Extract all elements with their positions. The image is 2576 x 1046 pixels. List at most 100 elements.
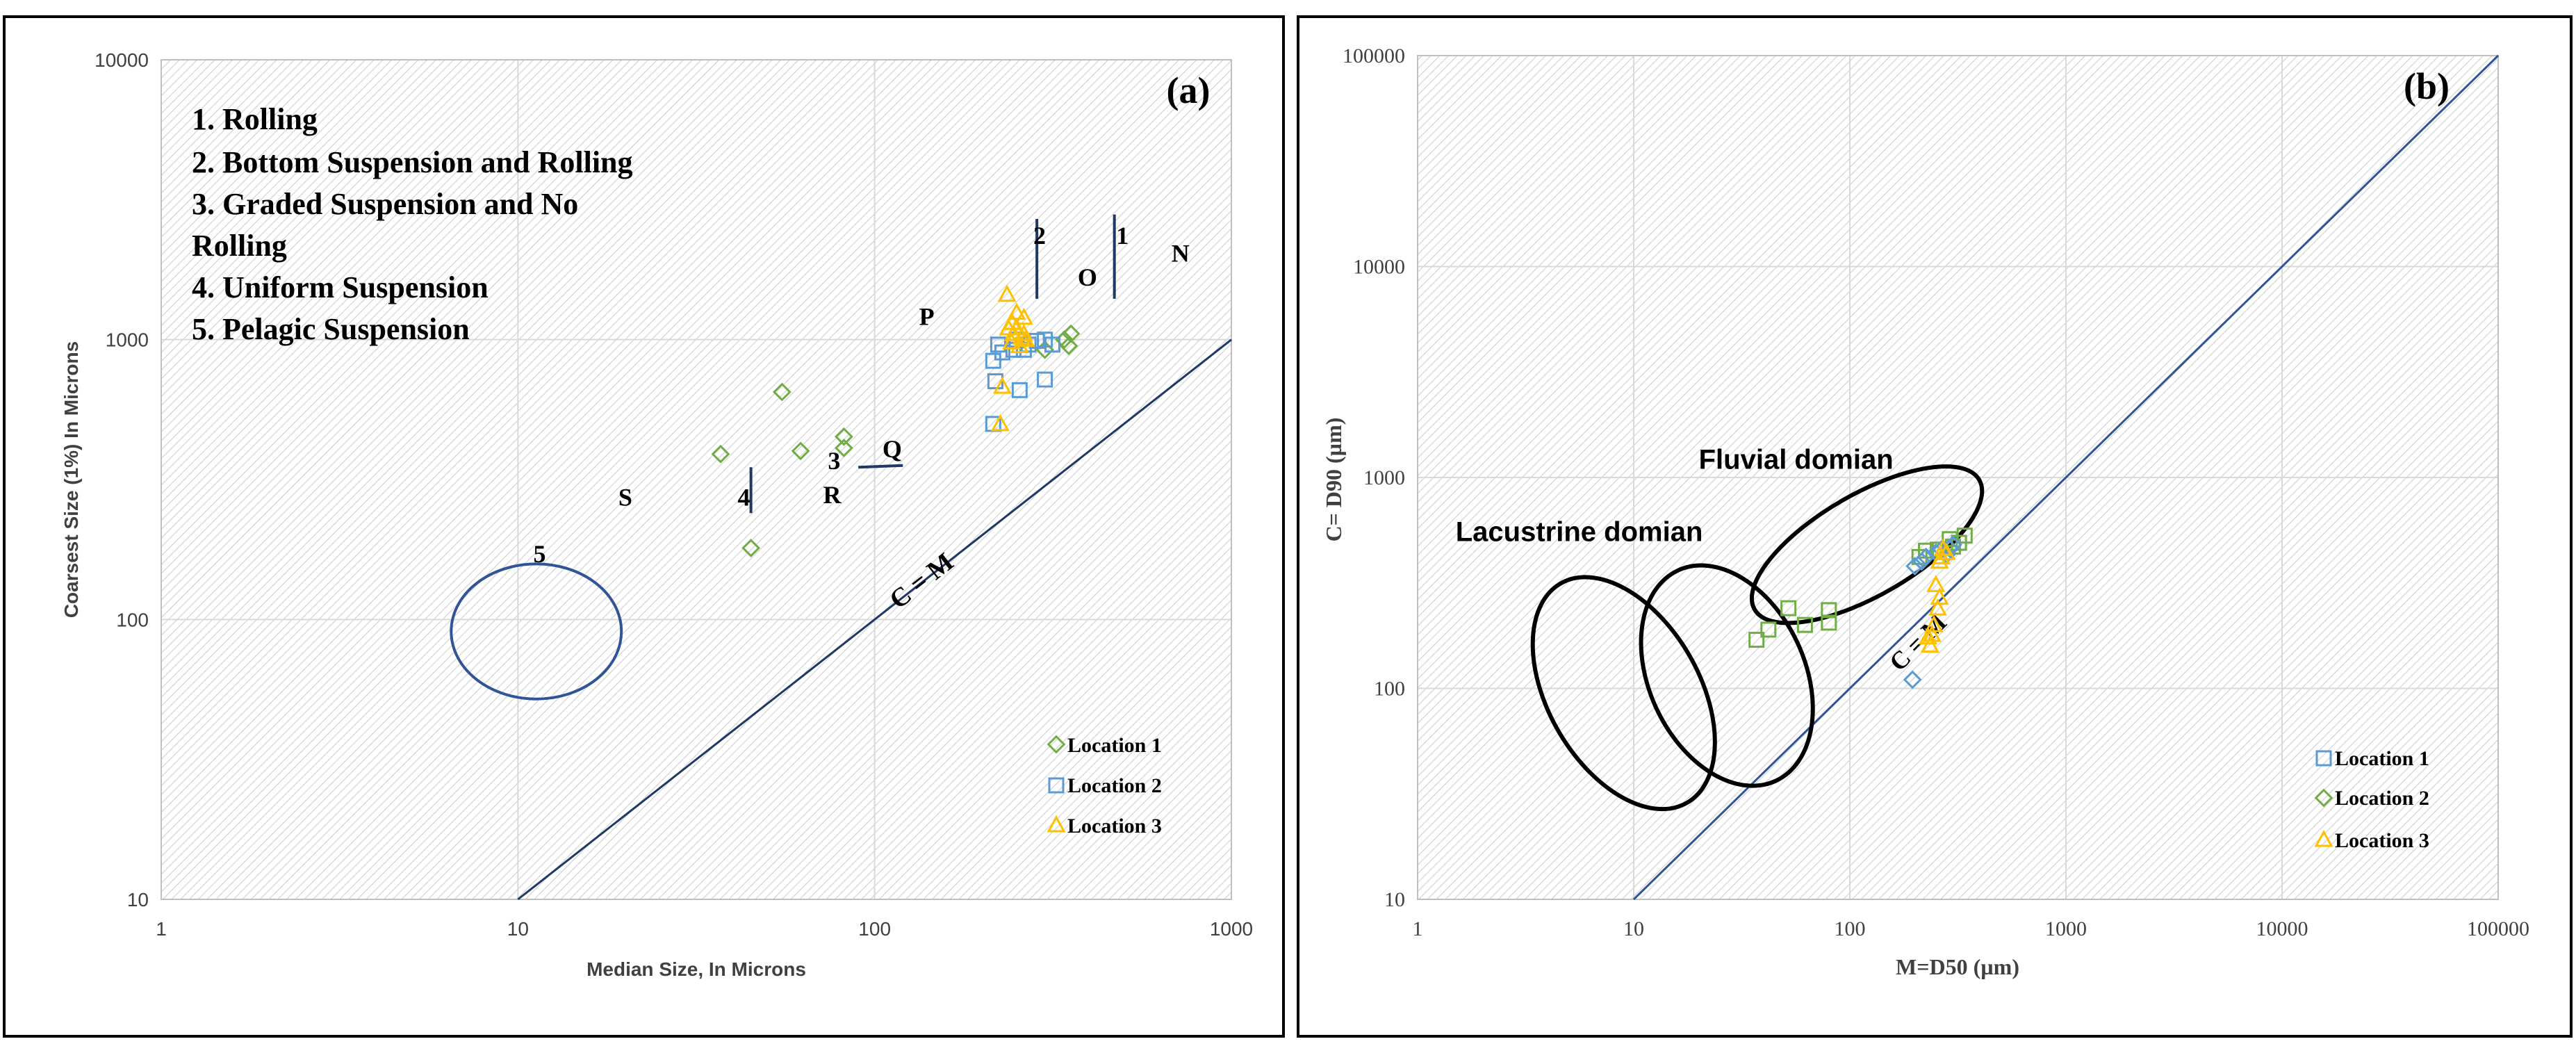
data-point-diamond [772,382,791,402]
legend-label: Location 3 [2335,829,2429,852]
data-point-triangle [1014,307,1033,325]
data-point-square [1011,382,1028,398]
data-point-triangle [1926,575,1946,592]
x-tick-label: 100 [858,918,891,940]
data-point-triangle [997,284,1017,302]
data-point-square [994,344,1010,361]
data-point-triangle [1920,635,1939,653]
data-point-square [1821,602,1837,619]
data-point-square [1780,600,1797,616]
pelagic-ellipse [450,562,623,701]
chart-a-plot-area [161,60,1231,899]
data-point-diamond [741,539,761,557]
zone-boundary-line [858,464,903,469]
data-point-diamond [711,444,730,464]
legend-marker-square [1048,777,1065,794]
legend-marker-diamond [1047,735,1066,754]
data-point-triangle [1928,598,1947,616]
zone-label: 4 [738,484,750,512]
data-point-triangle [1007,302,1026,320]
legend-item-location-1: Location 1 [1047,734,1162,757]
data-point-square [1748,632,1765,648]
data-point-triangle [992,376,1012,394]
y-tick-label: 10 [1384,888,1405,911]
zone-label: R [823,481,842,509]
domain-label: Lacustrine domian [1456,516,1703,547]
mode-item: 1. Rolling [192,102,318,136]
chart-b-plot-border [1417,55,2499,900]
data-point-triangle [1922,624,1942,642]
x-tick-label: 10 [1623,917,1644,940]
pelagic-suspension-ellipse [450,562,623,701]
zone-label: Q [883,435,902,463]
legend-marker-triangle [2314,829,2333,847]
mode-item: 2. Bottom Suspension and Rolling [192,145,633,179]
data-point-diamond [1905,557,1925,575]
chart-b-x-axis-label: M=D50 (µm) [1896,954,2019,979]
data-point-triangle [1010,336,1029,354]
data-point-diamond [834,439,853,458]
domain-outline [1530,575,1717,812]
data-point-diamond [1917,547,1935,566]
legend-item-location-2: Location 2 [2314,787,2429,810]
chart-a: 1 10 100 1000 10 100 1000 10000 1. Rolling 2. B… [60,49,1253,980]
data-point-square [1760,621,1777,638]
mode-item: 3. Graded Suspension and No [192,187,578,221]
data-point-diamond [834,427,853,446]
y-tick-label: 100 [1374,678,1405,701]
mode-item: 4. Uniform Suspension [192,270,489,304]
data-point-square [1037,371,1053,388]
legend-item-location-1: Location 1 [2315,747,2429,770]
data-point-square [1044,336,1060,353]
data-point-diamond [1903,670,1922,689]
domain-outline [1749,464,1985,626]
panel-b-label: (b) [2404,65,2450,107]
data-point-square [987,373,1003,390]
zone-label: N [1172,239,1190,267]
chart-b-points [1748,528,1973,689]
data-point-triangle [990,414,1010,432]
chart-a-legend: Location 1 Location 2 Location 3 [1047,734,1162,837]
chart-b-legend: Location 1 Location 2 Location 3 [2314,747,2429,852]
mode-item: Rolling [192,229,287,263]
y-tick-label: 100 [116,609,149,630]
chart-a-plot-border [161,59,1232,900]
data-point-diamond [791,441,810,461]
x-tick-label: 10 [507,918,529,940]
zone-label: 3 [828,447,840,475]
y-tick-label: 1000 [106,329,149,351]
chart-b-y-axis-label: C= D90 (µm) [1321,418,1346,542]
y-tick-label: 10000 [1353,256,1405,279]
chart-a-zone-labels: N O P Q R S 1 2 3 4 5 [533,222,1189,568]
domain-label: Fluvial domian [1699,444,1894,475]
data-point-triangle [1014,324,1033,341]
data-point-diamond [1059,336,1078,356]
legend-label: Location 3 [1067,815,1162,837]
reference-line-c-equals-m [1632,54,2500,901]
zone-label: 2 [1033,222,1046,250]
panel-a-label: (a) [1167,70,1211,111]
legend-marker-diamond [2314,788,2333,808]
x-tick-label: 100 [1835,917,1866,940]
data-point-triangle [1918,627,1938,645]
chart-a-y-axis-label: Coarsest Size (1%) In Microns [60,341,82,618]
chart-a-x-axis-label: Median Size, In Microns [586,958,806,980]
chart-a-tick-labels: 1 10 100 1000 10 100 1000 10000 [95,49,1253,940]
data-point-square [1821,614,1837,631]
x-tick-label: 1 [1413,917,1423,940]
legend-label: Location 2 [2335,787,2429,810]
x-tick-label: 1 [156,918,167,940]
zone-label: P [919,302,935,330]
data-point-diamond [1061,324,1081,343]
data-point-triangle [1002,332,1022,350]
data-point-triangle [1930,551,1949,569]
legend-item-location-2: Location 2 [1048,774,1162,797]
domain-outline [1639,563,1815,788]
x-tick-label: 100000 [2467,917,2529,940]
mode-item: 5. Pelagic Suspension [192,312,470,346]
x-tick-label: 1000 [1210,918,1253,940]
x-tick-label: 10000 [2256,917,2308,940]
legend-marker-triangle [1047,815,1066,833]
legend-label: Location 2 [1067,774,1162,797]
